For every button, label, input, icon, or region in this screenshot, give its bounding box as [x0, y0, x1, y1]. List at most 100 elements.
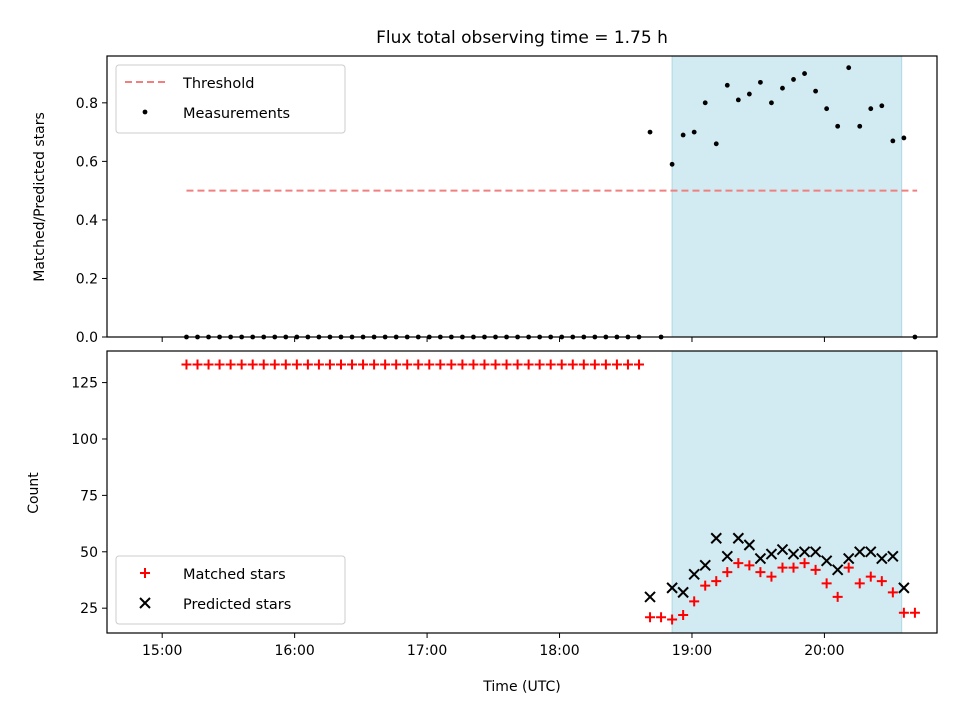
- data-point: [777, 562, 788, 573]
- data-point: [700, 580, 711, 591]
- data-point: [831, 564, 844, 576]
- data-point: [523, 359, 534, 370]
- data-point: [446, 359, 457, 370]
- data-point: [798, 546, 811, 558]
- data-point: [347, 359, 358, 370]
- bottom-y-axis-label: Count: [26, 472, 42, 514]
- x-tick-label: 15:00: [142, 643, 182, 659]
- data-point: [677, 586, 689, 599]
- legend-marker: [142, 109, 148, 115]
- data-point: [722, 567, 733, 578]
- legend-marker: [139, 597, 151, 609]
- y-tick-label: 0.2: [76, 271, 98, 287]
- data-point: [192, 359, 203, 370]
- data-point: [824, 106, 830, 112]
- data-point: [645, 612, 656, 623]
- y-tick-label: 25: [80, 601, 98, 617]
- data-point: [667, 614, 678, 625]
- data-point: [713, 141, 719, 147]
- data-point: [611, 359, 622, 370]
- data-point: [865, 571, 876, 582]
- data-point: [369, 359, 380, 370]
- data-point: [898, 582, 910, 594]
- data-point: [769, 100, 774, 106]
- data-point: [809, 546, 822, 558]
- data-point: [776, 543, 789, 556]
- data-point: [901, 135, 907, 141]
- data-point: [876, 576, 887, 587]
- data-point: [203, 359, 214, 370]
- data-point: [402, 359, 413, 370]
- data-point: [479, 359, 490, 370]
- y-tick-label: 125: [71, 376, 98, 392]
- data-point: [424, 359, 435, 370]
- series-matched-stars: [181, 359, 920, 625]
- data-point: [854, 578, 865, 589]
- x-tick-label: 20:00: [804, 643, 844, 659]
- legend-label: Measurements: [183, 106, 290, 122]
- data-point: [802, 71, 807, 76]
- data-point: [181, 359, 192, 370]
- data-point: [622, 359, 633, 370]
- x-axis-label: Time (UTC): [482, 679, 560, 695]
- data-point: [391, 359, 402, 370]
- data-point: [754, 552, 767, 565]
- data-point: [820, 555, 833, 567]
- data-point: [890, 138, 896, 144]
- y-tick-label: 50: [80, 545, 98, 561]
- legend-marker: [140, 568, 150, 578]
- data-point: [468, 359, 479, 370]
- data-point: [567, 359, 578, 370]
- data-point: [758, 79, 763, 85]
- observing-window-band: [671, 350, 903, 634]
- data-point: [854, 546, 866, 558]
- data-point: [879, 103, 885, 109]
- data-point: [843, 562, 854, 573]
- data-point: [302, 359, 313, 370]
- data-point: [787, 548, 800, 560]
- data-point: [545, 359, 556, 370]
- data-point: [743, 539, 756, 551]
- data-point: [236, 359, 247, 370]
- data-point: [699, 559, 711, 572]
- x-tick-label: 19:00: [672, 643, 712, 659]
- data-point: [876, 552, 888, 565]
- data-point: [647, 129, 653, 135]
- y-tick-label: 75: [80, 488, 98, 504]
- data-point: [313, 359, 324, 370]
- data-point: [666, 582, 678, 594]
- data-point: [258, 359, 269, 370]
- data-point: [857, 123, 863, 129]
- data-point: [735, 97, 741, 103]
- data-point: [534, 359, 545, 370]
- plot-frame: [106, 350, 938, 634]
- legend-box: [115, 555, 346, 625]
- data-point: [711, 576, 722, 587]
- legend: Threshold Measurements: [115, 64, 346, 134]
- data-point: [865, 546, 877, 558]
- legend-box: [115, 64, 346, 134]
- data-point: [689, 596, 700, 607]
- data-point: [600, 359, 611, 370]
- data-point: [813, 88, 818, 94]
- data-point: [788, 562, 799, 573]
- data-point: [644, 591, 656, 603]
- data-point: [512, 359, 523, 370]
- data-point: [280, 359, 291, 370]
- data-point: [247, 359, 258, 370]
- data-point: [746, 91, 752, 97]
- top-panel: 0.0 0.2 0.4 0.6 0.8 Threshold Measurements: [76, 55, 938, 346]
- data-point: [490, 359, 501, 370]
- data-point: [732, 532, 745, 544]
- data-point: [898, 607, 909, 618]
- data-point: [887, 587, 898, 598]
- data-point: [633, 359, 644, 370]
- data-point: [324, 359, 335, 370]
- data-point: [380, 359, 391, 370]
- data-point: [780, 85, 785, 91]
- data-point: [791, 77, 796, 82]
- y-tick-label: 100: [71, 432, 98, 448]
- data-point: [810, 564, 821, 575]
- data-point: [688, 568, 700, 581]
